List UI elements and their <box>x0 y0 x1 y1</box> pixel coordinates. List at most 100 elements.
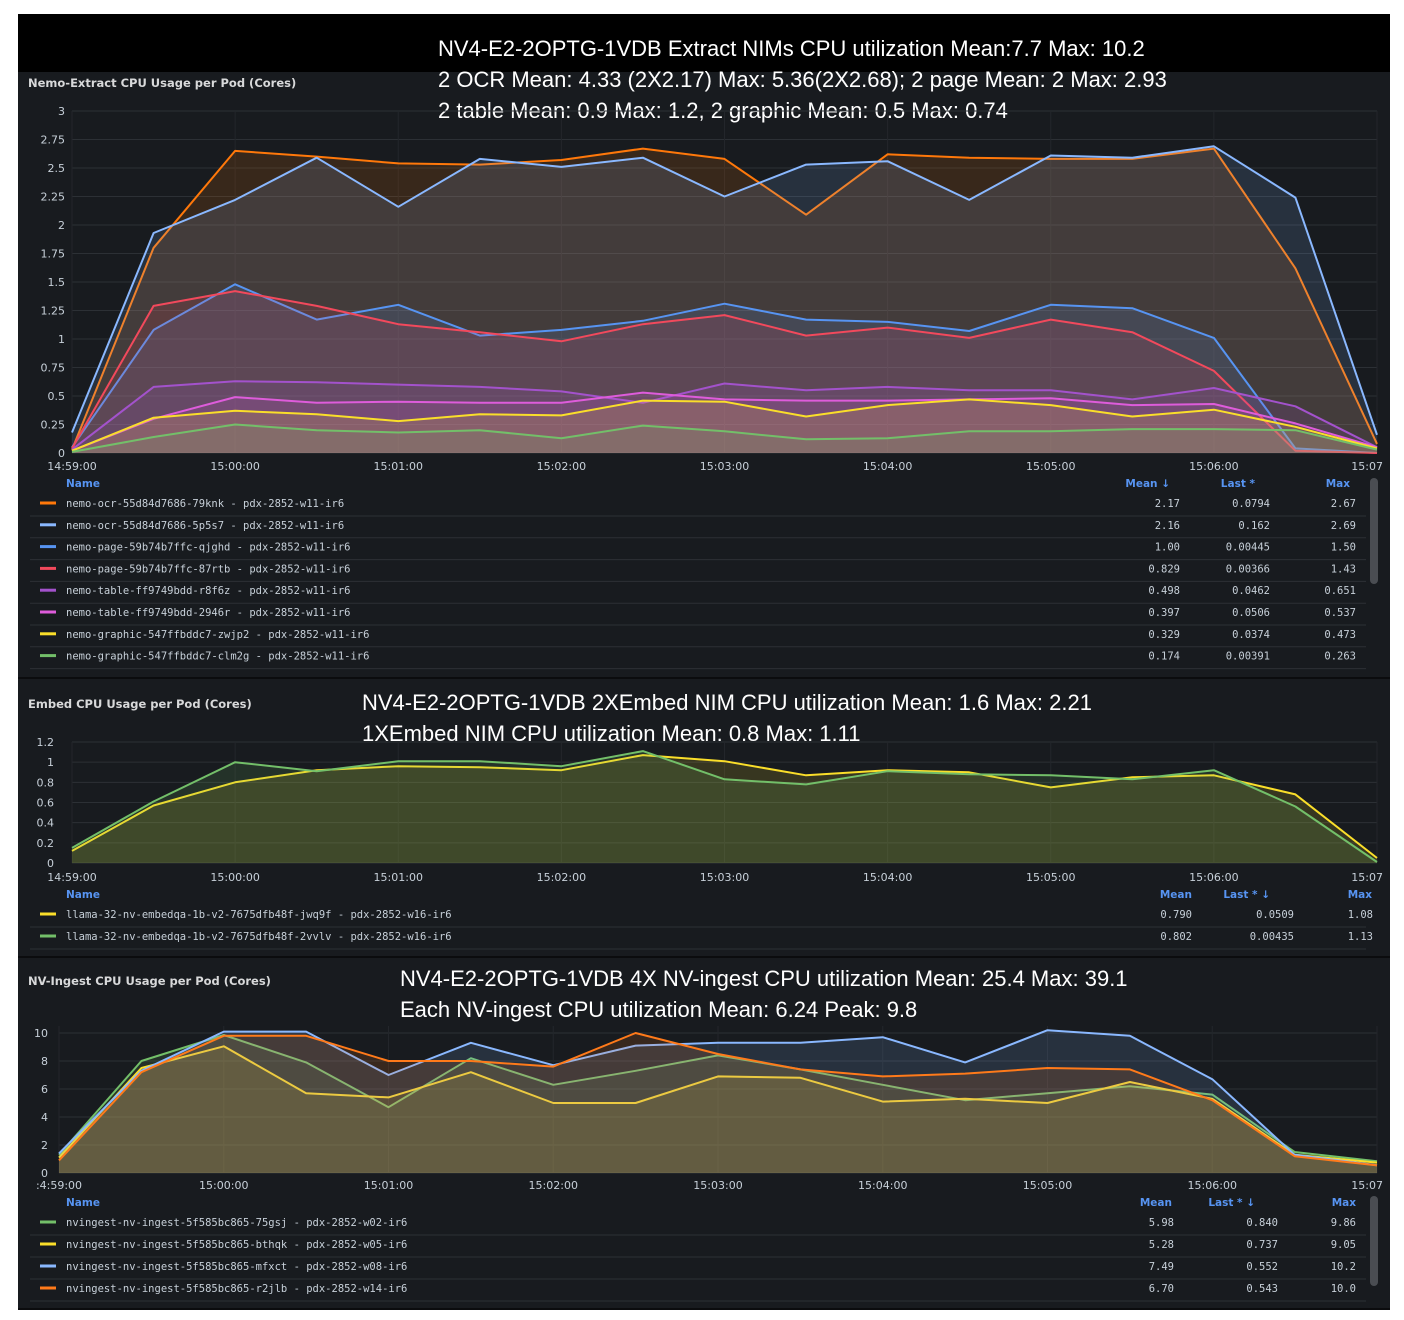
legend-last-value: 0.737 <box>1246 1239 1278 1251</box>
y-tick-label: 3 <box>58 105 65 118</box>
legend-max-value: 10.0 <box>1331 1283 1356 1295</box>
legend-max-value: 9.05 <box>1331 1239 1356 1251</box>
legend-header-last: Last * ↓ <box>1208 1197 1255 1209</box>
series-line <box>58 1029 1378 1167</box>
series-line <box>58 1045 1378 1164</box>
series-area <box>72 146 1377 454</box>
y-tick-label: 1.2 <box>37 736 55 749</box>
x-tick-label: 15:04:00 <box>863 871 912 884</box>
legend-mean-value: 5.98 <box>1149 1217 1174 1229</box>
annotation-line: Each NV-ingest CPU utilization Mean: 6.2… <box>400 997 918 1022</box>
legend-scrollbar[interactable] <box>1370 478 1378 584</box>
legend-last-value: 0.162 <box>1238 520 1270 532</box>
legend-header-max: Max <box>1332 1197 1357 1209</box>
series-area <box>72 291 1377 453</box>
x-tick-label: 15:07 <box>1351 460 1383 473</box>
legend-series-name: nemo-graphic-547ffbddc7-zwjp2 - pdx-2852… <box>66 629 369 641</box>
x-tick-label: 15:00:00 <box>210 460 259 473</box>
y-tick-label: 1 <box>58 333 65 346</box>
y-tick-label: 8 <box>41 1055 48 1068</box>
legend-series-name: nemo-page-59b74b7ffc-qjghd - pdx-2852-w1… <box>66 542 350 554</box>
x-tick-label: 15:07 <box>1351 1179 1383 1192</box>
series-line <box>71 145 1378 436</box>
legend-scrollbar[interactable] <box>1370 1196 1378 1286</box>
x-tick-label: 15:01:00 <box>374 871 423 884</box>
series-area <box>59 1035 1377 1173</box>
legend-last-value: 0.00445 <box>1226 542 1270 554</box>
x-tick-label: 15:02:00 <box>537 871 586 884</box>
x-tick-label: 15:05:00 <box>1023 1179 1072 1192</box>
chart-2: 0 2 4 6 8 10:4:59:00 15:00:00 15:01:00 15:02:00 1… <box>30 1026 1383 1302</box>
annotation-line: NV4-E2-2OPTG-1VDB 2XEmbed NIM CPU utiliz… <box>362 690 1092 715</box>
legend-max-value: 1.50 <box>1331 542 1356 554</box>
legend-mean-value: 0.329 <box>1148 629 1180 641</box>
legend-series-name: nemo-page-59b74b7ffc-87rtb - pdx-2852-w1… <box>66 563 350 575</box>
x-tick-label: 15:06:00 <box>1188 1179 1237 1192</box>
legend-header-max: Max <box>1348 889 1373 901</box>
x-tick-label: 15:03:00 <box>700 460 749 473</box>
legend-max-value: 9.86 <box>1331 1217 1356 1229</box>
x-tick-label: 15:05:00 <box>1026 871 1075 884</box>
series-area <box>72 399 1377 453</box>
series-line <box>58 1032 1378 1167</box>
legend-header-name: Name <box>66 478 100 490</box>
y-tick-label: 0.75 <box>41 362 66 375</box>
x-tick-label: :4:59:00 <box>36 1179 82 1192</box>
annotation-line: NV4-E2-2OPTG-1VDB Extract NIMs CPU utili… <box>438 36 1145 61</box>
series-line <box>71 391 1378 452</box>
legend-mean-value: 7.49 <box>1149 1261 1174 1273</box>
legend-max-value: 2.67 <box>1331 498 1356 510</box>
legend-series-name: nemo-table-ff9749bdd-r8f6z - pdx-2852-w1… <box>66 585 350 597</box>
series-area <box>72 755 1377 863</box>
y-tick-label: 0.6 <box>37 797 55 810</box>
x-tick-label: 14:59:00 <box>47 871 96 884</box>
legend-last-value: 0.840 <box>1246 1217 1278 1229</box>
x-tick-label: 15:05:00 <box>1026 460 1075 473</box>
legend-last-value: 0.00391 <box>1226 651 1270 663</box>
y-tick-label: 2.25 <box>41 191 66 204</box>
series-area <box>72 392 1377 453</box>
y-tick-label: 0.25 <box>41 419 66 432</box>
series-area <box>72 284 1377 453</box>
chart-1: 0 0.2 0.4 0.6 0.8 1 1.2 14:59:00 15:00:00 15:01:0… <box>30 736 1383 950</box>
legend-header-name: Name <box>66 889 100 901</box>
legend-mean-value: 0.397 <box>1148 607 1180 619</box>
x-tick-label: 15:00:00 <box>199 1179 248 1192</box>
panel-nv-ingest: NV-Ingest CPU Usage per Pod (Cores) <box>18 958 1390 1310</box>
x-tick-label: 15:04:00 <box>863 460 912 473</box>
annotation-header-bar <box>18 14 1390 72</box>
legend-max-value: 0.537 <box>1324 607 1356 619</box>
legend-last-value: 0.00435 <box>1250 931 1294 943</box>
y-tick-label: 0 <box>47 857 54 870</box>
x-tick-label: 15:01:00 <box>374 460 423 473</box>
x-tick-label: 15:03:00 <box>693 1179 742 1192</box>
legend-header-last: Last * <box>1221 478 1256 490</box>
y-tick-label: 0.5 <box>48 390 66 403</box>
y-tick-label: 0.4 <box>37 817 55 830</box>
legend-series-name: nvingest-nv-ingest-5f585bc865-bthqk - pd… <box>66 1239 407 1251</box>
legend-header-last: Last * ↓ <box>1223 889 1270 901</box>
series-line <box>71 283 1378 454</box>
legend-mean-value: 5.28 <box>1149 1239 1174 1251</box>
legend-mean-value: 0.802 <box>1160 931 1192 943</box>
legend-last-value: 0.0794 <box>1232 498 1270 510</box>
x-tick-label: 15:03:00 <box>700 871 749 884</box>
legend-last-value: 0.0374 <box>1232 629 1270 641</box>
y-tick-label: 10 <box>34 1027 48 1040</box>
legend-mean-value: 0.174 <box>1148 651 1180 663</box>
legend-header-mean: Mean <box>1160 889 1192 901</box>
y-tick-label: 2.75 <box>41 134 66 147</box>
legend-series-name: nemo-ocr-55d84d7686-5p5s7 - pdx-2852-w11… <box>66 520 344 532</box>
legend-header-mean: Mean <box>1140 1197 1172 1209</box>
legend-mean-value: 2.17 <box>1155 498 1180 510</box>
panel-title: NV-Ingest CPU Usage per Pod (Cores) <box>28 974 271 988</box>
y-tick-label: 6 <box>41 1083 48 1096</box>
legend-series-name: nvingest-nv-ingest-5f585bc865-75gsj - pd… <box>66 1217 407 1229</box>
legend-max-value: 2.69 <box>1331 520 1356 532</box>
chart-0: 0 0.25 0.5 0.75 1 1.25 1.5 1.75 2 2.25 2.5 2.75 3 14:… <box>30 105 1383 670</box>
x-tick-label: 15:02:00 <box>529 1179 578 1192</box>
legend-mean-value: 0.829 <box>1148 563 1180 575</box>
panel-embed: Embed CPU Usage per Pod (Cores) <box>18 679 1390 958</box>
legend-series-name: nemo-graphic-547ffbddc7-clm2g - pdx-2852… <box>66 651 369 663</box>
legend-header-mean: Mean ↓ <box>1125 478 1170 490</box>
